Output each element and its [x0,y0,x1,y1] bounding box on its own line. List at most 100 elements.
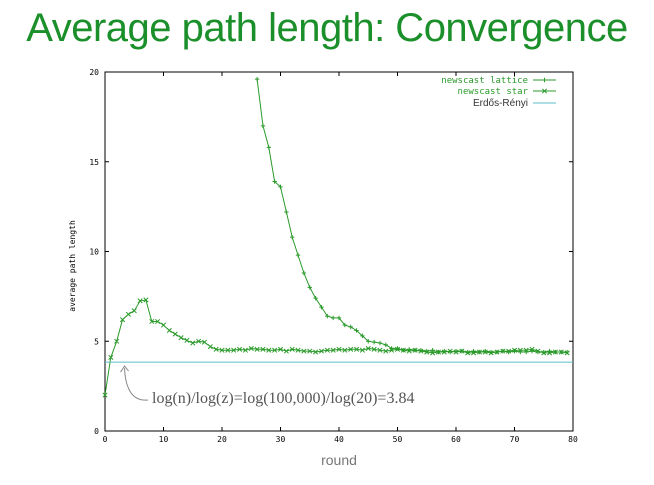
series-line-newscast-lattice [256,79,568,353]
data-point [236,346,243,352]
x-tick-label: 30 [276,435,286,444]
data-point [342,322,348,328]
data-point [353,346,360,352]
data-point [207,344,213,350]
y-tick-label: 15 [89,158,99,167]
data-point [435,349,442,355]
data-point [535,348,541,354]
data-point [453,349,459,355]
data-point [290,234,295,240]
data-point [295,252,301,258]
data-point [266,145,271,150]
data-point [313,295,318,301]
data-point [394,346,401,352]
data-point [441,349,447,355]
data-point [254,76,260,82]
data-point [506,348,512,354]
data-point [348,346,354,352]
data-point [336,346,342,352]
data-point [225,347,231,353]
data-point [108,354,114,360]
data-point [424,349,430,355]
data-point [430,348,435,353]
data-point [160,322,167,328]
data-point [389,347,395,353]
data-point [418,348,424,354]
data-point [482,349,488,355]
series-newscast-star [102,297,570,398]
data-point [529,346,535,352]
legend-label: newscast lattice [441,76,528,86]
data-point [412,347,418,353]
data-point [371,346,377,352]
data-point [465,350,471,356]
data-point [354,328,359,333]
data-point [213,346,219,352]
annotation-arrowhead [120,365,129,373]
annotation: log(n)/log(z)=log(100,000)/log(20)=3.84 [120,365,414,407]
data-point [301,270,307,276]
data-point [511,347,518,353]
axis-ticks: 0 10 20 30 40 50 60 70 80 0 5 10 15 20 [89,68,578,444]
data-point [500,348,506,354]
x-tick-label: 80 [568,435,578,444]
x-tick-label: 50 [393,435,403,444]
data-point [360,333,365,339]
data-point [102,392,108,398]
data-point [430,350,436,356]
data-point [295,347,301,353]
y-tick-label: 0 [94,427,99,436]
data-point [166,327,172,334]
data-point [541,350,547,356]
data-point [371,339,377,345]
data-point [365,345,371,351]
data-point [272,179,277,184]
data-point [137,298,143,304]
data-point [324,347,330,353]
data-point [307,285,312,290]
data-point [383,342,388,348]
data-point [301,348,307,354]
data-point [178,335,184,341]
data-point [547,350,553,356]
data-point [459,348,465,354]
data-point [488,350,494,356]
data-point [125,311,131,317]
data-point [348,324,353,330]
data-point [131,308,137,314]
y-axis-label: average path length [68,220,77,312]
data-point [313,349,319,355]
data-point [201,339,208,345]
data-point [184,337,190,343]
legend-label: Erdős-Rényi [473,98,528,109]
data-point [219,347,225,353]
data-point [517,347,523,353]
y-tick-label: 10 [89,248,99,257]
data-point [319,304,324,310]
data-point [277,346,284,352]
data-point [190,340,196,346]
data-point [266,347,272,353]
data-point [318,348,325,354]
data-point [260,346,266,352]
y-tick-label: 5 [94,337,99,346]
legend-label: newscast star [458,87,529,97]
x-tick-label: 40 [334,435,344,444]
x-tick-label: 0 [103,435,108,444]
data-point [523,347,529,353]
data-point [330,315,336,321]
data-point [366,339,371,344]
data-point [336,315,342,321]
data-point [242,347,248,353]
series-layer [102,76,573,398]
data-point [231,347,237,353]
plot-border [104,71,574,432]
data-point [283,348,289,354]
data-point [400,347,406,353]
data-point [359,347,365,353]
data-point [307,348,313,354]
data-point [149,318,155,325]
x-tick-label: 60 [451,435,461,444]
